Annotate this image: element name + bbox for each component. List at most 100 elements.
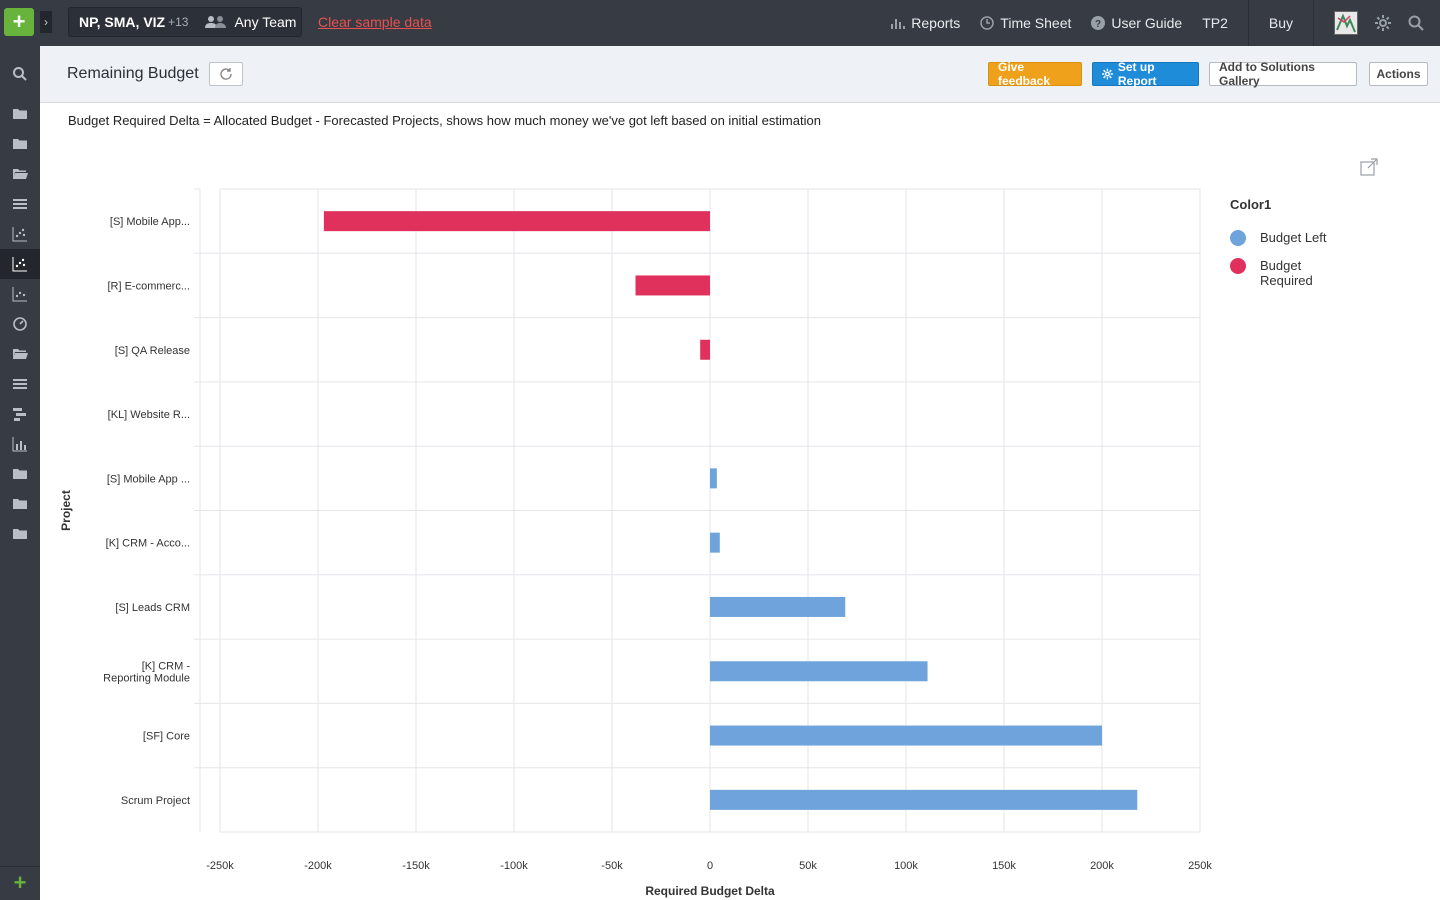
timesheet-nav[interactable]: Time Sheet xyxy=(980,15,1071,31)
search-icon[interactable] xyxy=(1408,15,1424,31)
workspace-label: NP, SMA, VIZ xyxy=(79,14,166,30)
open-folder-icon[interactable] xyxy=(0,339,40,369)
workspace-selector[interactable]: NP, SMA, VIZ +13 Any Team xyxy=(68,7,302,37)
folder-icon[interactable] xyxy=(0,129,40,159)
actions-button[interactable]: Actions xyxy=(1369,62,1428,86)
reports-nav[interactable]: Reports xyxy=(891,15,960,31)
y-category-label: [S] QA Release xyxy=(115,345,190,357)
y-category-label: Scrum Project xyxy=(121,795,190,807)
x-tick-label: 0 xyxy=(707,860,713,872)
user-guide-nav[interactable]: ? User Guide xyxy=(1091,15,1182,31)
budget-bar-chart: -250k -200k -150k -100k -50k 0 50k 100k 150k 200k… xyxy=(59,188,1212,898)
search-icon[interactable] xyxy=(0,59,40,89)
y-category-label: [S] Mobile App... xyxy=(110,216,190,228)
add-to-gallery-button[interactable]: Add to Solutions Gallery xyxy=(1209,60,1357,88)
tp2-nav[interactable]: TP2 xyxy=(1202,15,1228,31)
legend-label: Budget Required xyxy=(1260,258,1313,288)
timesheet-label: Time Sheet xyxy=(1000,15,1072,31)
bar-chart-icon[interactable] xyxy=(0,429,40,459)
help-icon: ? xyxy=(1091,16,1106,30)
folder-icon[interactable] xyxy=(0,519,40,549)
bar[interactable] xyxy=(710,661,928,682)
list-icon[interactable] xyxy=(0,189,40,219)
report-header: Remaining Budget Give feedback Set up Re… xyxy=(40,46,1440,103)
bar[interactable] xyxy=(323,211,710,232)
clock-icon xyxy=(980,16,995,30)
folder-icon[interactable] xyxy=(0,99,40,129)
avatar[interactable] xyxy=(1334,11,1358,35)
folder-icon[interactable] xyxy=(0,489,40,519)
y-category-label: [K] CRM - Acco... xyxy=(106,538,190,550)
list-icon[interactable] xyxy=(0,369,40,399)
buy-label: Buy xyxy=(1268,15,1293,31)
external-link-icon[interactable] xyxy=(1360,158,1378,181)
y-category-label: [S] Leads CRM xyxy=(115,602,190,614)
buy-nav[interactable]: Buy xyxy=(1269,15,1293,31)
x-axis-title: Required Budget Delta xyxy=(645,884,775,898)
x-tick-label: -200k xyxy=(304,860,332,872)
tp2-label: TP2 xyxy=(1202,15,1228,31)
scatter-chart-icon-active[interactable] xyxy=(0,249,40,279)
bottom-add-button[interactable]: + xyxy=(0,866,40,900)
nav-divider xyxy=(1247,0,1249,46)
team-label: Any Team xyxy=(234,14,297,30)
reports-label: Reports xyxy=(911,15,961,31)
report-description: Budget Required Delta = Allocated Budget… xyxy=(68,113,821,128)
left-sidebar: + + xyxy=(0,0,40,900)
refresh-button[interactable] xyxy=(209,62,243,86)
workspace-count: +13 xyxy=(168,15,189,29)
clear-sample-data-link[interactable]: Clear sample data xyxy=(318,14,432,30)
chart-legend: Color1 Budget Left Budget Required xyxy=(1230,197,1340,300)
give-feedback-button[interactable]: Give feedback xyxy=(988,60,1082,88)
gear-icon[interactable] xyxy=(1374,14,1392,32)
svg-text:?: ? xyxy=(1095,19,1101,30)
page-title: Remaining Budget xyxy=(67,65,199,82)
y-axis-title: Project xyxy=(59,490,73,531)
folder-icon[interactable] xyxy=(0,459,40,489)
expand-sidebar-button[interactable]: › xyxy=(40,11,52,33)
bar[interactable] xyxy=(710,468,717,489)
scatter-chart-icon[interactable] xyxy=(0,279,40,309)
x-tick-label: -50k xyxy=(601,860,623,872)
refresh-icon xyxy=(220,68,232,80)
x-tick-label: 250k xyxy=(1188,860,1212,872)
y-category-label: [R] E-commerc... xyxy=(107,280,190,292)
gear-icon xyxy=(1102,68,1113,80)
bar[interactable] xyxy=(710,532,720,553)
y-category-label: [SF] Core xyxy=(143,731,190,743)
team-selector[interactable]: Any Team xyxy=(204,14,296,30)
top-navigation: Reports Time Sheet ? User Guide TP2 Buy xyxy=(891,0,1440,46)
open-folder-icon[interactable] xyxy=(0,159,40,189)
x-tick-label: -250k xyxy=(206,860,234,872)
bar[interactable] xyxy=(710,789,1138,810)
setup-report-label: Set up Report xyxy=(1117,60,1157,88)
bar[interactable] xyxy=(710,596,846,617)
setup-report-button[interactable]: Set up Report xyxy=(1092,60,1199,88)
nav-divider xyxy=(1313,0,1314,46)
x-tick-label: -150k xyxy=(402,860,430,872)
legend-item-budget-required[interactable]: Budget Required xyxy=(1230,258,1340,288)
x-tick-label: 200k xyxy=(1090,860,1114,872)
x-tick-label: 50k xyxy=(799,860,817,872)
y-category-label: [KL] Website R... xyxy=(108,409,190,421)
bar[interactable] xyxy=(710,725,1102,746)
user-guide-label: User Guide xyxy=(1111,15,1183,31)
top-bar: › NP, SMA, VIZ +13 Any Team Clear sample… xyxy=(40,0,1440,46)
gauge-icon[interactable] xyxy=(0,309,40,339)
timeline-icon[interactable] xyxy=(0,399,40,429)
x-tick-label: 100k xyxy=(894,860,918,872)
bar[interactable] xyxy=(635,275,710,296)
legend-title: Color1 xyxy=(1230,197,1272,212)
scatter-chart-icon[interactable] xyxy=(0,219,40,249)
legend-dot xyxy=(1230,230,1246,246)
team-icon xyxy=(205,16,227,28)
legend-dot xyxy=(1230,258,1246,274)
add-button[interactable]: + xyxy=(4,8,34,36)
legend-item-budget-left[interactable]: Budget Left xyxy=(1230,230,1340,246)
x-tick-label: -100k xyxy=(500,860,528,872)
y-category-label: Reporting Module xyxy=(103,672,190,684)
bar[interactable] xyxy=(700,339,710,360)
y-category-label: [S] Mobile App ... xyxy=(107,473,190,485)
legend-label: Budget Left xyxy=(1260,230,1327,245)
reports-icon xyxy=(891,19,906,29)
